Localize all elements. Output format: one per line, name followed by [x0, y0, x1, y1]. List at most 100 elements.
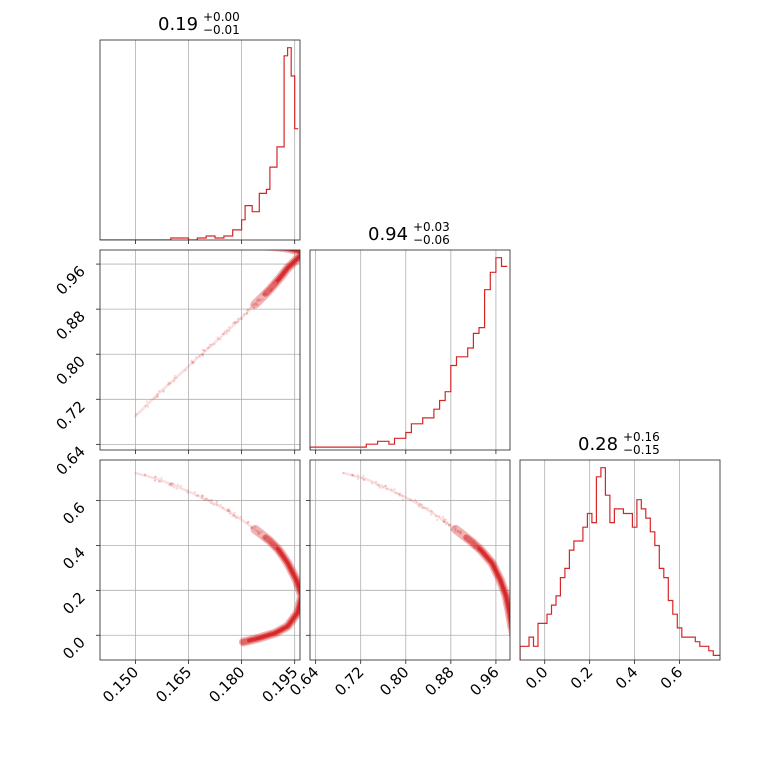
sample-point — [457, 530, 460, 533]
sample-point — [170, 482, 173, 485]
histogram-step — [310, 257, 508, 450]
sample-point — [401, 494, 404, 497]
sample-point — [438, 515, 441, 518]
sample-point — [255, 303, 258, 306]
sample-point — [167, 381, 170, 384]
sample-point — [242, 313, 246, 316]
sample-point — [193, 490, 196, 493]
panel-content — [134, 250, 300, 418]
sample-point — [205, 497, 209, 500]
sample-point — [168, 484, 171, 487]
contour-band — [247, 546, 300, 643]
sample-point — [256, 303, 259, 307]
sample-point — [231, 322, 234, 325]
sample-point — [370, 482, 374, 485]
sample-point — [202, 349, 205, 352]
histogram-param-1 — [99, 39, 301, 244]
sample-point — [250, 526, 253, 529]
sample-point — [184, 369, 187, 372]
sample-point — [351, 473, 354, 476]
sample-point — [209, 499, 212, 502]
sample-point — [422, 506, 425, 509]
sample-point — [421, 507, 424, 510]
y-tick-label: 0.0 — [59, 633, 89, 663]
panel-frame — [309, 459, 511, 661]
sample-point — [217, 338, 220, 341]
title-minus: −0.01 — [203, 23, 240, 37]
sample-point — [231, 515, 234, 518]
sample-point — [227, 326, 231, 329]
sample-point — [442, 520, 445, 523]
y-tick-label: 0.2 — [59, 588, 89, 618]
x-tick-label: 0.2 — [567, 663, 597, 693]
sample-point — [235, 516, 239, 519]
sample-point — [385, 487, 388, 491]
sample-point — [168, 482, 171, 485]
sample-point — [158, 479, 161, 483]
histogram-param-3 — [519, 459, 721, 664]
sample-point — [210, 502, 213, 505]
contour-band — [285, 250, 300, 271]
density-param-2-vs-3 — [306, 459, 511, 664]
sample-point — [240, 317, 244, 321]
sample-point — [249, 306, 252, 309]
sample-point — [453, 530, 457, 533]
sample-point — [198, 355, 201, 358]
sample-point — [362, 478, 365, 481]
sample-point — [201, 354, 204, 357]
sample-point — [459, 530, 462, 534]
sample-point — [236, 317, 239, 321]
sample-point — [160, 476, 163, 479]
sample-point — [144, 404, 147, 407]
panel-frame — [99, 249, 301, 451]
sample-point — [436, 518, 439, 522]
x-tick-label: 0.165 — [152, 663, 195, 706]
sample-point — [362, 474, 365, 477]
sample-point — [378, 486, 381, 489]
sample-point — [191, 361, 194, 364]
sample-point — [258, 531, 261, 534]
sample-point — [172, 482, 175, 485]
sample-point — [253, 306, 256, 309]
sample-point — [156, 394, 159, 397]
sample-point — [401, 498, 405, 501]
sample-point — [159, 480, 163, 483]
sample-point — [221, 506, 224, 509]
title-value: 0.28 — [578, 434, 618, 455]
sample-point — [201, 353, 204, 356]
sample-point — [453, 525, 456, 528]
sample-point — [456, 530, 459, 534]
sample-point — [200, 497, 203, 500]
sample-point — [384, 484, 387, 487]
sample-point — [162, 390, 165, 393]
sample-point — [215, 503, 218, 506]
title-plus: +0.00 — [203, 10, 240, 24]
sample-point — [158, 390, 161, 393]
sample-point — [169, 382, 172, 385]
sample-point — [155, 396, 158, 399]
sample-point — [236, 320, 240, 323]
sample-point — [233, 514, 236, 518]
sample-point — [443, 521, 446, 524]
sample-point — [420, 503, 423, 506]
sample-point — [204, 497, 208, 501]
scatter-samples — [342, 472, 487, 556]
panel-content — [310, 257, 508, 450]
sample-point — [445, 523, 448, 526]
sample-point — [169, 484, 172, 487]
sample-point — [239, 515, 242, 518]
sample-point — [378, 485, 381, 488]
title-value: 0.94 — [368, 224, 408, 245]
sample-point — [431, 510, 434, 513]
sample-point — [228, 509, 232, 513]
sample-point — [173, 374, 176, 377]
sample-point — [246, 308, 250, 311]
sample-point — [259, 299, 262, 302]
sample-point — [192, 361, 195, 364]
contour-band — [250, 250, 300, 309]
sample-point — [213, 343, 216, 346]
y-tick-label: 0.88 — [52, 307, 88, 343]
sample-point — [135, 413, 138, 416]
sample-point — [246, 312, 249, 315]
sample-point — [430, 509, 433, 512]
